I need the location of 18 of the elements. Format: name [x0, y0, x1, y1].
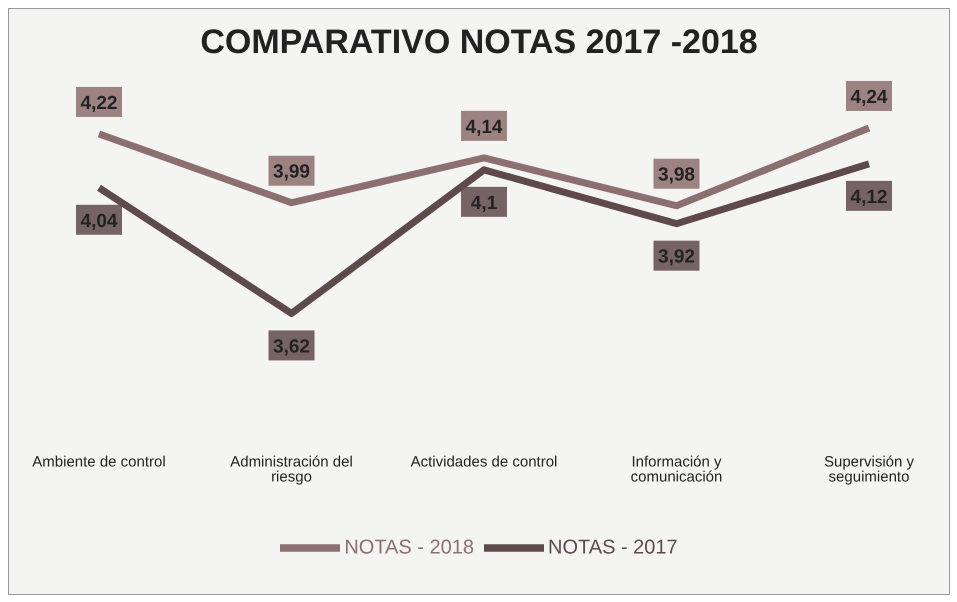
- data-label: 4,12: [850, 186, 888, 208]
- x-tick-label: Administración del riesgo: [230, 454, 353, 486]
- chart-title: COMPARATIVO NOTAS 2017 -2018: [199, 22, 759, 63]
- data-label: 3,62: [273, 336, 310, 358]
- x-tick-label: Actividades de control: [410, 454, 558, 471]
- data-label: 3,98: [658, 164, 695, 186]
- data-label: 4,24: [850, 86, 888, 108]
- x-tick-label: Supervisión y seguimiento: [824, 454, 915, 486]
- data-label: 4,22: [80, 92, 118, 114]
- data-label: 4,04: [80, 210, 118, 232]
- data-label: 4,14: [466, 116, 503, 138]
- legend-label: NOTAS - 2017: [548, 536, 678, 558]
- x-tick-label: Ambiente de control: [32, 454, 166, 471]
- legend-label: NOTAS - 2018: [344, 536, 474, 558]
- data-label: 3,99: [273, 162, 310, 183]
- data-label: 3,92: [658, 246, 695, 268]
- x-tick-label: Información y comunicación: [630, 454, 722, 486]
- data-label: 4,1: [470, 192, 498, 214]
